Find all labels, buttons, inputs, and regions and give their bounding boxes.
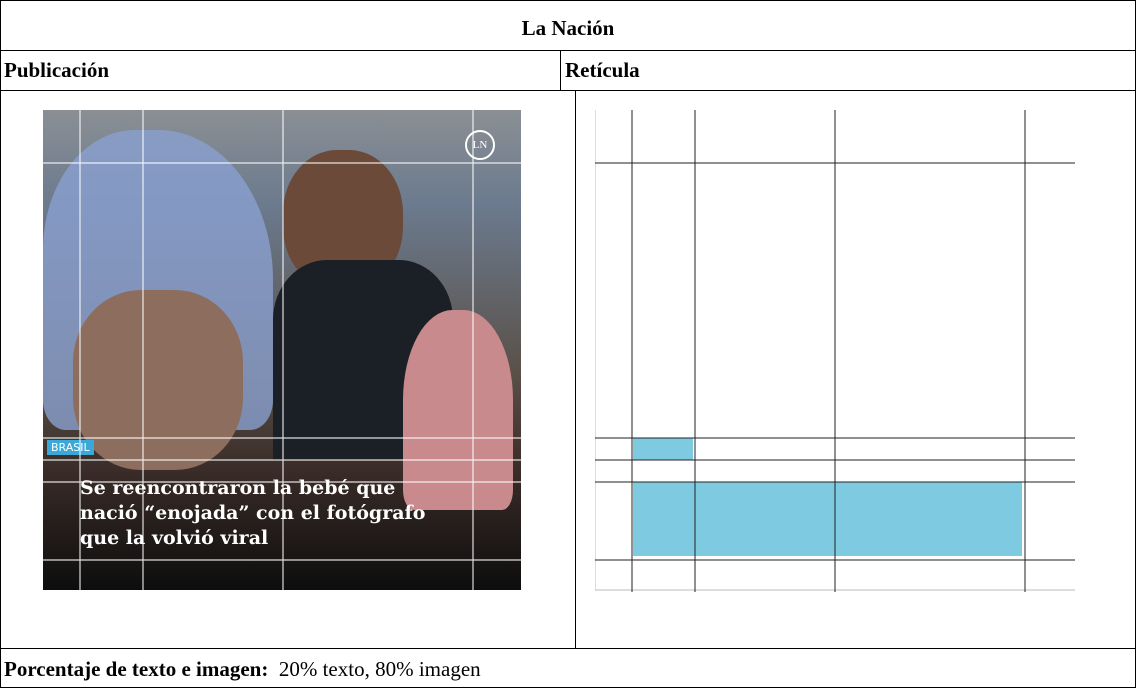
border xyxy=(0,0,1,688)
grid-overlay xyxy=(43,110,521,590)
logo: LN xyxy=(465,130,495,160)
text-block xyxy=(633,438,693,460)
table-title: La Nación xyxy=(521,16,615,40)
publication-image: LN BRASIL Se reencontraron la bebé que n… xyxy=(43,110,521,590)
photo-shape xyxy=(73,290,243,470)
border xyxy=(0,50,1136,51)
headline-line: que la volvió viral xyxy=(80,527,269,549)
border xyxy=(560,50,561,90)
footer: Porcentaje de texto e imagen: 20% texto,… xyxy=(4,657,481,682)
column-header: Retícula xyxy=(565,58,640,82)
grid-diagram xyxy=(595,110,1075,592)
border xyxy=(0,90,1136,91)
text-block xyxy=(633,482,1022,556)
photo-shape xyxy=(403,310,513,510)
column-header: Publicación xyxy=(4,58,110,82)
border xyxy=(0,648,1136,649)
footer-value: 20% texto, 80% imagen xyxy=(278,657,481,681)
headline-line: nació “enojada” con el fotógrafo xyxy=(80,502,426,524)
border xyxy=(0,0,1136,1)
footer-label: Porcentaje de texto e imagen: xyxy=(4,657,269,681)
border xyxy=(575,90,576,648)
